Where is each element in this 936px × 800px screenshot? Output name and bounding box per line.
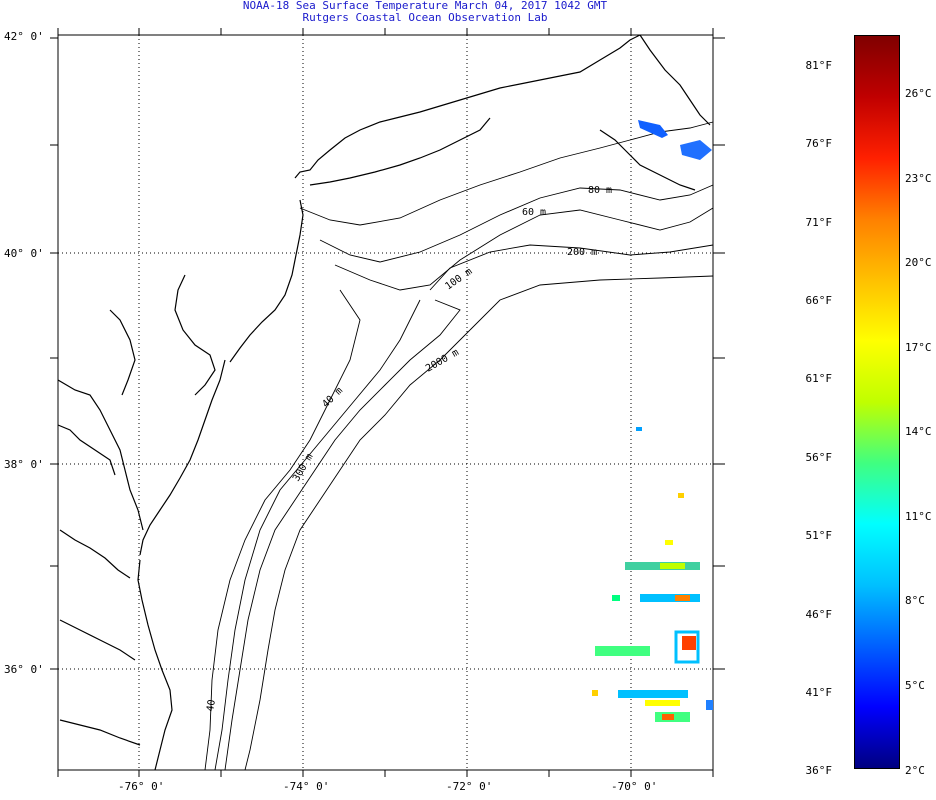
- sst-patch-small1: [636, 427, 642, 431]
- lat-label-36: 36° 0': [4, 663, 44, 676]
- cb-f-61: 61°F: [805, 372, 833, 385]
- sst-patches: [592, 120, 713, 722]
- cb-f-56: 56°F: [805, 451, 833, 464]
- cb-c-17: 17°C: [905, 341, 932, 354]
- contour-label-200: 200 m: [567, 247, 597, 258]
- map-subtitle: Rutgers Coastal Ocean Observation Lab: [302, 11, 548, 24]
- map-frame: [57, 34, 714, 771]
- cb-c-23: 23°C: [905, 172, 932, 185]
- lat-label-38: 38° 0': [4, 458, 44, 471]
- lon-label-70: -70° 0': [611, 780, 658, 793]
- graticule: [58, 35, 713, 770]
- lon-label-74: -74° 0': [283, 780, 330, 793]
- coastline: [57, 34, 711, 771]
- sst-patch-band2: [640, 594, 700, 602]
- contour-label-300: 300 m: [291, 452, 316, 484]
- contour-label-60: 60 m: [522, 207, 546, 218]
- cb-c-5: 5°C: [905, 679, 925, 692]
- sst-patch-band5b: [662, 714, 674, 720]
- contour-label-80: 80 m: [588, 185, 612, 196]
- sst-patch-band2b: [675, 595, 690, 601]
- contour-label-2000: 2000 m: [424, 347, 461, 375]
- cb-c-14: 14°C: [905, 425, 932, 438]
- sst-patch-dot1: [665, 540, 673, 545]
- map-title: NOAA-18 Sea Surface Temperature March 04…: [242, 0, 608, 12]
- sst-patch-band1b: [660, 563, 685, 569]
- cb-c-8: 8°C: [905, 594, 925, 607]
- lon-label-76: -76° 0': [118, 780, 165, 793]
- cb-f-81: 81°F: [805, 59, 833, 72]
- sst-patch-band3: [595, 646, 650, 656]
- cb-c-20: 20°C: [905, 256, 932, 269]
- sst-patch-small5: [612, 595, 620, 601]
- contour-label-40: 40 m: [320, 385, 345, 410]
- cb-f-71: 71°F: [805, 216, 833, 229]
- lat-label-42: 42° 0': [4, 30, 44, 43]
- cb-c-11: 11°C: [905, 510, 932, 523]
- cb-c-2: 2°C: [905, 764, 925, 777]
- frame-ticks: [50, 28, 725, 777]
- bathymetry-contours: [204, 121, 714, 771]
- sst-patch-small3: [592, 690, 598, 696]
- lon-label-72: -72° 0': [446, 780, 493, 793]
- sst-patch-ne2: [680, 140, 712, 160]
- sst-patch-band4b: [645, 700, 680, 706]
- cb-c-26: 26°C: [905, 87, 932, 100]
- sst-patch-hot1: [682, 636, 696, 650]
- color-scale-bar: [854, 35, 900, 769]
- lat-label-40: 40° 0': [4, 247, 44, 260]
- contour-label-40b: 40: [205, 699, 218, 713]
- sst-patch-small4: [706, 700, 713, 710]
- sst-patch-small2: [678, 493, 684, 498]
- contour-labels: 80 m 60 m 200 m 100 m 2000 m 40 m 300 m …: [205, 185, 612, 713]
- cb-f-66: 66°F: [805, 294, 833, 307]
- cb-f-46: 46°F: [805, 608, 833, 621]
- sst-patch-northeast: [638, 120, 668, 138]
- sst-patch-hot1b: [674, 630, 700, 664]
- cb-f-36: 36°F: [805, 764, 833, 777]
- cb-f-76: 76°F: [805, 137, 833, 150]
- cb-f-41: 41°F: [805, 686, 833, 699]
- sst-patch-band4: [618, 690, 688, 698]
- cb-f-51: 51°F: [805, 529, 833, 542]
